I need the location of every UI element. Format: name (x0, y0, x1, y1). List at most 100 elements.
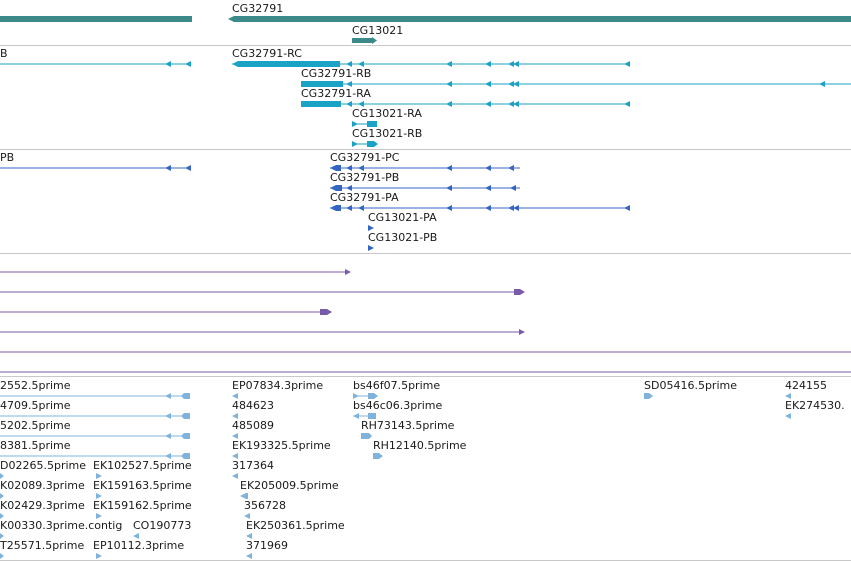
est-label[interactable]: RH73143.5prime (361, 419, 455, 432)
est-label[interactable]: 8381.5prime (0, 439, 71, 452)
est-feature[interactable] (96, 473, 102, 479)
est-label[interactable]: 317364 (232, 459, 274, 472)
est-feature[interactable] (232, 433, 238, 439)
protein-cds-cg32791-pb-2[interactable] (346, 185, 352, 191)
est-label[interactable]: EK274530. (785, 399, 845, 412)
est-feature[interactable] (133, 533, 139, 539)
mrna-exon-cg32791-rc-1[interactable] (232, 61, 340, 67)
est-label[interactable]: bs46f07.5prime (353, 379, 440, 392)
mrna-exon-cg32791-ra-6[interactable] (508, 101, 514, 107)
est-feature[interactable] (165, 433, 171, 439)
est-feature[interactable] (644, 393, 653, 399)
est-feature[interactable] (165, 393, 171, 399)
est-label[interactable]: EK193325.5prime (232, 439, 331, 452)
mrna-exon-cg32791-rb-7[interactable] (819, 81, 825, 87)
est-feature[interactable] (0, 473, 4, 479)
mrna-exon-cg32791-rb-6[interactable] (513, 81, 519, 87)
est-feature[interactable] (244, 513, 250, 519)
est-feature[interactable] (165, 453, 171, 459)
est-feature[interactable] (353, 413, 359, 419)
est-label[interactable]: K02429.3prime (0, 499, 85, 512)
mrna-exon-cg32791-rb-3[interactable] (446, 81, 452, 87)
mrna-exon-cg13021-ra-2[interactable] (367, 121, 377, 127)
est-feature[interactable] (0, 493, 4, 499)
mrna-exon-cg32791-rc-2[interactable] (346, 61, 352, 67)
est-feature[interactable] (0, 533, 4, 539)
est-label[interactable]: 4709.5prime (0, 399, 71, 412)
est-label[interactable]: 5202.5prime (0, 419, 71, 432)
est-feature[interactable] (232, 453, 238, 459)
protein-cds-cg32791-pc-1[interactable] (330, 165, 341, 171)
est-feature[interactable] (181, 433, 190, 439)
protein-cds-cg32791-pc-6[interactable] (508, 165, 514, 171)
mrna-exon-cg32791-ra-2[interactable] (346, 101, 352, 107)
mrna-exon-cg32791-ra-8[interactable] (624, 101, 630, 107)
protein-cds-left-1[interactable] (165, 165, 171, 171)
est-feature[interactable] (181, 413, 190, 419)
mrna-exon-cg32791-rb-4[interactable] (485, 81, 491, 87)
protein-cds-cg32791-pc-3[interactable] (358, 165, 364, 171)
est-label[interactable]: 485089 (232, 419, 274, 432)
est-label[interactable]: EK250361.5prime (246, 519, 345, 532)
est-label[interactable]: T25571.5prime (0, 539, 84, 552)
est-feature[interactable] (181, 453, 190, 459)
est-feature[interactable] (246, 553, 252, 559)
protein-cds-cg32791-pa-3[interactable] (358, 205, 364, 211)
protein-cds-cg32791-pb-5[interactable] (510, 185, 516, 191)
mrna-exon-cg32791-rb-1[interactable] (301, 81, 343, 87)
protein-cds-cg32791-pc-2[interactable] (346, 165, 352, 171)
est-label[interactable]: 484623 (232, 399, 274, 412)
mrna-exon-cg32791-ra-7[interactable] (513, 101, 519, 107)
est-feature[interactable] (232, 473, 238, 479)
est-feature[interactable] (96, 553, 102, 559)
protein-cds-cg13021-pb[interactable] (368, 245, 374, 251)
est-label[interactable]: 2552.5prime (0, 379, 71, 392)
protein-cds-cg32791-pa-5[interactable] (485, 205, 491, 211)
mrna-exon-cg32791-ra-1[interactable] (301, 101, 341, 107)
mrna-exon-cg32791-rc-3[interactable] (358, 61, 364, 67)
protein-cds-cg32791-pa-8[interactable] (624, 205, 630, 211)
est-label[interactable]: SD05416.5prime (644, 379, 737, 392)
gene-bar-cg32791[interactable] (234, 16, 851, 22)
est-feature[interactable] (181, 393, 190, 399)
est-feature[interactable] (361, 433, 372, 439)
est-label[interactable]: K00330.3prime.contig (0, 519, 122, 532)
est-label[interactable]: D02265.5prime (0, 459, 86, 472)
est-label[interactable]: EK159163.5prime (93, 479, 192, 492)
mrna-exon-cg13021-rb-1[interactable] (352, 141, 358, 147)
est-feature[interactable] (373, 453, 383, 459)
est-label[interactable]: EK159162.5prime (93, 499, 192, 512)
mrna-exon-cg32791-rb-2[interactable] (346, 81, 352, 87)
mrna-exon-cg32791-rc-7[interactable] (513, 61, 519, 67)
protein-cds-cg32791-pa-2[interactable] (346, 205, 352, 211)
mrna-exon-cg32791-rc-4[interactable] (446, 61, 452, 67)
mrna-exon-cg32791-ra-3[interactable] (358, 101, 364, 107)
mrna-exon-left-2[interactable] (185, 61, 191, 67)
est-label[interactable]: EP07834.3prime (232, 379, 323, 392)
est-label[interactable]: bs46c06.3prime (353, 399, 443, 412)
est-feature[interactable] (0, 513, 4, 519)
est-feature[interactable] (165, 413, 171, 419)
est-label[interactable]: EK102527.5prime (93, 459, 192, 472)
est-feature[interactable] (96, 493, 102, 499)
est-feature[interactable] (96, 513, 102, 519)
gene-bar-cg13021[interactable] (352, 38, 372, 43)
protein-cds-cg32791-pc-5[interactable] (485, 165, 491, 171)
est-feature[interactable] (232, 413, 238, 419)
protein-cds-cg32791-pb-3[interactable] (446, 185, 452, 191)
est-feature[interactable] (232, 393, 238, 399)
est-label[interactable]: 356728 (244, 499, 286, 512)
est-feature[interactable] (246, 533, 252, 539)
est-feature[interactable] (368, 393, 378, 399)
est-feature[interactable] (0, 553, 4, 559)
est-label[interactable]: 424155 (785, 379, 827, 392)
mrna-exon-cg32791-rc-8[interactable] (624, 61, 630, 67)
protein-cds-cg32791-pa-7[interactable] (513, 205, 519, 211)
protein-cds-cg13021-pa[interactable] (368, 225, 374, 231)
mrna-exon-cg13021-ra-1[interactable] (352, 121, 358, 127)
gene-bar-left[interactable] (0, 16, 192, 22)
est-label[interactable]: K02089.3prime (0, 479, 85, 492)
est-label[interactable]: EP10112.3prime (93, 539, 184, 552)
protein-cds-left-2[interactable] (185, 165, 191, 171)
est-label[interactable]: RH12140.5prime (373, 439, 467, 452)
